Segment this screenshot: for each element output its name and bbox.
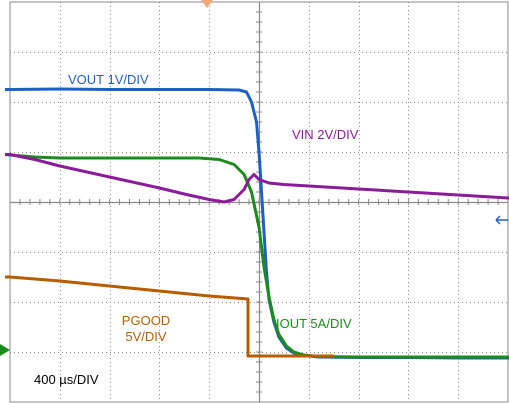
timebase-label: 400 µs/DIV	[34, 372, 99, 387]
trace-vin	[5, 153, 509, 204]
trace-pgood	[5, 275, 334, 358]
markers	[0, 0, 508, 356]
trace-iout	[4, 153, 509, 359]
ground-reference-marker	[0, 344, 10, 356]
traces	[4, 87, 509, 360]
vin-label: VIN 2V/DIV	[292, 127, 359, 142]
trigger-position-marker	[201, 0, 213, 8]
vout-label: VOUT 1V/DIV	[68, 72, 149, 87]
pgood-label-line1: PGOOD	[121, 313, 171, 328]
trigger-level-marker	[495, 215, 508, 225]
pgood-label: PGOOD 5V/DIV	[112, 313, 180, 345]
iout-label: IOUT 5A/DIV	[276, 316, 352, 331]
pgood-label-line2: 5V/DIV	[125, 329, 167, 344]
